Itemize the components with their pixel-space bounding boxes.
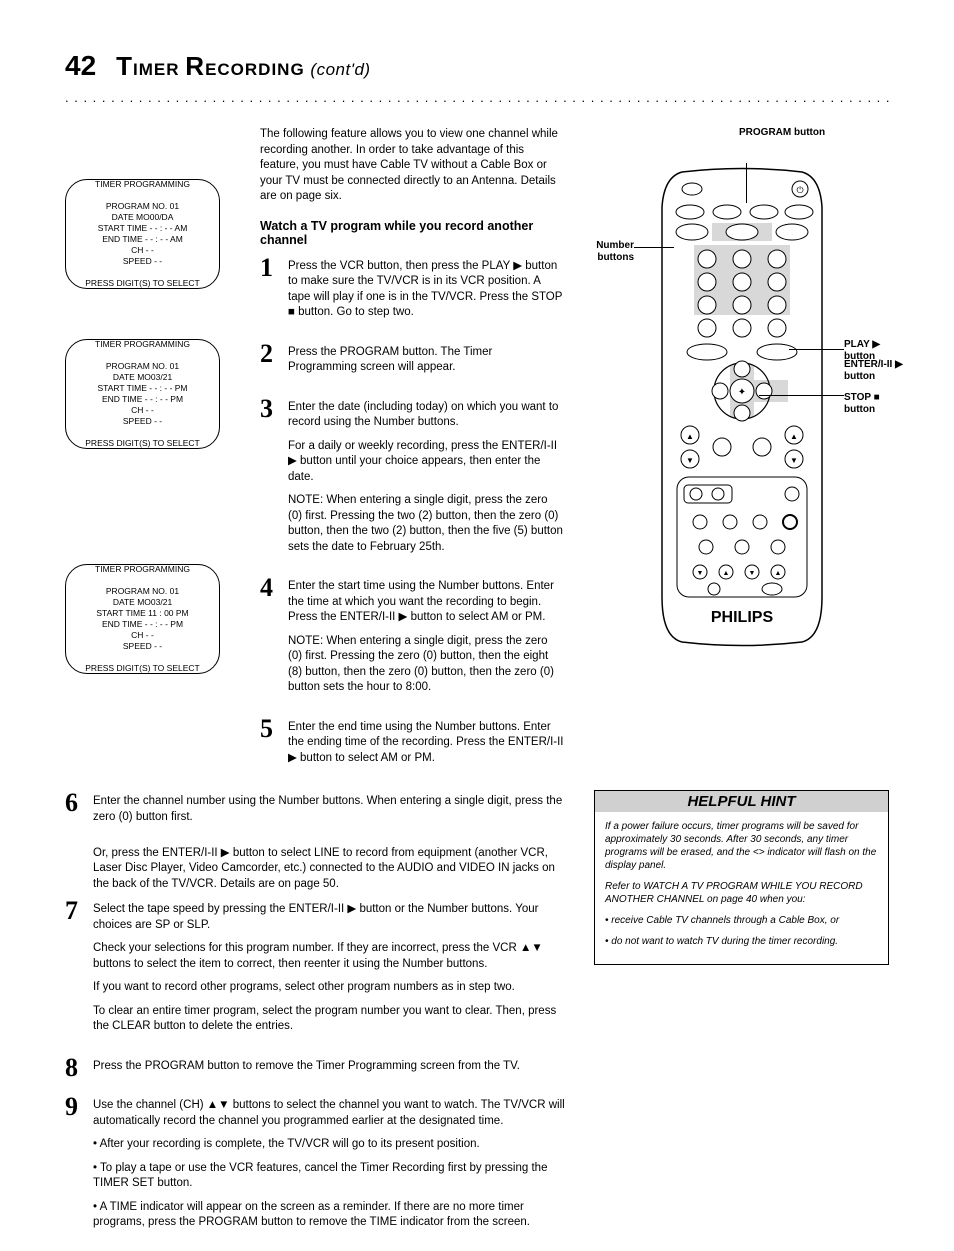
svg-text:▲: ▲ <box>774 570 781 577</box>
tv-screen-2: TIMER PROGRAMMING PROGRAM NO. 01 DATE MO… <box>65 339 220 449</box>
lower-right-col: HELPFUL HINT If a power failure occurs, … <box>594 790 889 1250</box>
step-3: 3 Enter the date (including today) on wh… <box>260 396 564 564</box>
svg-text:▼: ▼ <box>790 456 798 465</box>
svg-text:PHILIPS: PHILIPS <box>710 609 773 626</box>
svg-text:▼: ▼ <box>696 570 703 577</box>
step-7: 7 Select the tape speed by pressing the … <box>65 898 574 1043</box>
leader-program <box>746 163 747 203</box>
callout-program: PROGRAM button <box>739 127 825 139</box>
page-number: 42 <box>65 50 96 82</box>
step-6-or: Or, press the ENTER/I-II ▶ button to sel… <box>93 846 574 893</box>
step-9: 9 Use the channel (CH) ▲▼ buttons to sel… <box>65 1094 574 1239</box>
svg-text:▲: ▲ <box>790 432 798 441</box>
intro-text: The following feature allows you to view… <box>260 127 564 205</box>
step-4: 4 Enter the start time using the Number … <box>260 575 564 704</box>
svg-text:▲: ▲ <box>686 432 694 441</box>
svg-text:⏻: ⏻ <box>796 185 803 195</box>
page-title: TIMER RECORDING (cont'd) <box>116 51 370 82</box>
svg-text:▼: ▼ <box>748 570 755 577</box>
hint-body: If a power failure occurs, timer program… <box>595 812 888 964</box>
step-1: 1 Press the VCR button, then press the P… <box>260 255 564 329</box>
middle-column: The following feature allows you to view… <box>260 127 564 786</box>
callout-enter: ENTER/I-II ▶ button <box>844 359 924 383</box>
tv-screen-3: TIMER PROGRAMMING PROGRAM NO. 01 DATE MO… <box>65 564 220 674</box>
page-header: 42 TIMER RECORDING (cont'd) <box>65 50 889 82</box>
leader-numbers <box>634 247 674 248</box>
callout-numbers: Number buttons <box>574 240 634 264</box>
hint-box: HELPFUL HINT If a power failure occurs, … <box>594 790 889 965</box>
hint-title: HELPFUL HINT <box>595 791 888 812</box>
step-6: 6 Enter the channel number using the Num… <box>65 790 574 833</box>
step-8: 8 Press the PROGRAM button to remove the… <box>65 1055 574 1083</box>
right-column: PROGRAM button Number buttons PLAY ▶ but… <box>594 127 889 786</box>
left-column: TIMER PROGRAMMING PROGRAM NO. 01 DATE MO… <box>65 127 230 786</box>
svg-text:▼: ▼ <box>686 456 694 465</box>
lower-section: 6 Enter the channel number using the Num… <box>65 790 889 1250</box>
tv-screen-1: TIMER PROGRAMMING PROGRAM NO. 01 DATE MO… <box>65 179 220 289</box>
divider-dots: . . . . . . . . . . . . . . . . . . . . … <box>65 90 889 105</box>
leader-stop <box>759 395 844 396</box>
callout-stop: STOP ■ button <box>844 392 889 416</box>
lower-left-col: 6 Enter the channel number using the Num… <box>65 790 574 1250</box>
step-2: 2 Press the PROGRAM button. The Timer Pr… <box>260 341 564 384</box>
subsection-title: Watch a TV program while you record anot… <box>260 219 564 247</box>
leader-play-enter <box>789 349 844 350</box>
svg-text:▲: ▲ <box>722 570 729 577</box>
step-5: 5 Enter the end time using the Number bu… <box>260 716 564 775</box>
svg-text:✦: ✦ <box>737 387 745 398</box>
remote-illustration: ⏻ <box>652 167 832 647</box>
